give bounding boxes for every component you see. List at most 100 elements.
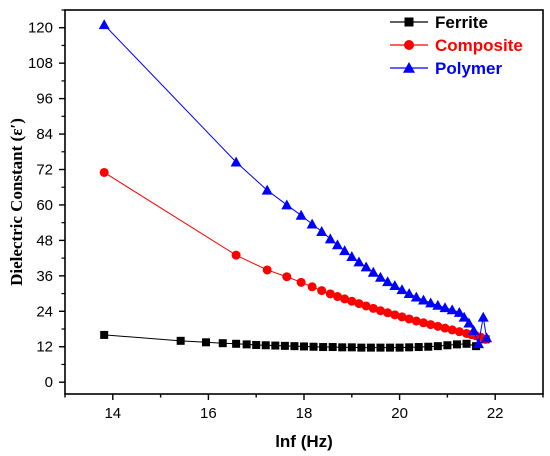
polymer-point (396, 284, 408, 295)
polymer-point (410, 291, 422, 302)
ferrite-point (176, 336, 185, 345)
polymer-point (389, 280, 401, 290)
polymer-point (331, 239, 343, 250)
ferrite-point (242, 340, 251, 349)
ferrite-point (271, 341, 280, 350)
x-tick-label: 18 (296, 405, 313, 422)
ferrite-point (405, 343, 414, 352)
x-tick-label: 22 (487, 405, 504, 422)
polymer-point (374, 271, 386, 282)
ferrite-point (357, 343, 366, 352)
composite-point (307, 282, 317, 292)
polymer-point (481, 332, 493, 343)
polymer-point (346, 251, 358, 262)
polymer-point (367, 266, 379, 277)
polymer-point (472, 338, 484, 349)
polymer-point (353, 256, 365, 267)
ferrite-point (433, 342, 442, 351)
ferrite-point (252, 340, 261, 349)
x-tick-label: 16 (200, 405, 217, 422)
composite-point (368, 303, 378, 313)
ferrite-point (100, 330, 109, 339)
y-tick-label: 0 (45, 374, 53, 391)
legend-marker (404, 17, 414, 27)
polymer-point (230, 156, 242, 167)
y-axis-ticks: 0 12 24 36 48 60 72 84 96 108 120 (28, 9, 65, 391)
composite-point (340, 294, 350, 304)
composite-point (390, 310, 400, 320)
ferrite-point (395, 343, 404, 352)
y-tick-label: 108 (28, 55, 53, 72)
ferrite-point (452, 340, 461, 349)
x-tick-label: 14 (104, 405, 121, 422)
ferrite-point (386, 343, 395, 352)
polymer-point (468, 324, 480, 335)
composite-point (404, 314, 414, 324)
polymer-point (306, 218, 318, 229)
ferrite-point (424, 342, 433, 351)
x-axis-title: lnf (Hz) (275, 432, 333, 451)
y-tick-label: 48 (36, 232, 53, 249)
legend-label: Ferrite (435, 13, 488, 32)
polymer-point (446, 304, 458, 315)
x-axis-ticks: 14 16 18 20 22 (64, 394, 544, 422)
polymer-point (98, 19, 110, 30)
composite-point (397, 312, 407, 322)
composite-point (317, 286, 327, 296)
composite-point (296, 277, 306, 287)
composite-point (419, 318, 428, 328)
composite-point (282, 272, 292, 282)
y-tick-label: 36 (36, 268, 53, 285)
series-polymer (98, 19, 493, 349)
ferrite-point (328, 343, 337, 352)
ferrite-point (462, 339, 471, 348)
composite-point (411, 316, 421, 326)
legend-marker (404, 40, 414, 50)
composite-point (426, 320, 436, 330)
series-layer (98, 19, 493, 352)
ferrite-point (218, 339, 227, 348)
legend-marker (403, 62, 415, 73)
composite-point (383, 308, 393, 318)
polymer-point (281, 199, 293, 210)
composite-point (361, 301, 371, 311)
legend-entry-polymer: Polymer (390, 59, 502, 78)
polymer-point (439, 302, 451, 313)
ferrite-point (319, 343, 328, 352)
ferrite-point (300, 342, 308, 351)
composite-point (99, 167, 109, 177)
y-tick-label: 12 (36, 339, 53, 356)
y-tick-label: 96 (36, 91, 53, 108)
ferrite-point (414, 343, 423, 352)
legend: Ferrite Composite Polymer (390, 13, 523, 78)
polymer-line (103, 24, 488, 346)
ferrite-point (280, 341, 289, 350)
ferrite-point (290, 342, 299, 351)
ferrite-point (309, 342, 318, 351)
polymer-point (432, 299, 444, 310)
composite-line (103, 172, 486, 340)
legend-entry-ferrite: Ferrite (390, 13, 488, 32)
y-tick-label: 24 (36, 303, 53, 320)
polymer-point (261, 184, 273, 195)
composite-point (354, 299, 364, 309)
polymer-point (324, 233, 336, 244)
ferrite-point (261, 341, 270, 350)
ferrite-point (376, 343, 385, 352)
polymer-point (403, 288, 415, 298)
polymer-point (425, 297, 437, 308)
polymer-point (477, 311, 489, 322)
ferrite-point (338, 343, 347, 352)
series-ferrite (100, 330, 490, 352)
y-tick-label: 72 (36, 162, 53, 179)
ferrite-point (443, 341, 452, 350)
composite-point (375, 306, 385, 316)
ferrite-point (232, 339, 241, 348)
polymer-point (360, 261, 372, 272)
composite-point (447, 325, 457, 335)
polymer-point (463, 317, 475, 328)
composite-point (325, 289, 335, 299)
composite-point (262, 265, 272, 275)
composite-point (433, 321, 443, 331)
